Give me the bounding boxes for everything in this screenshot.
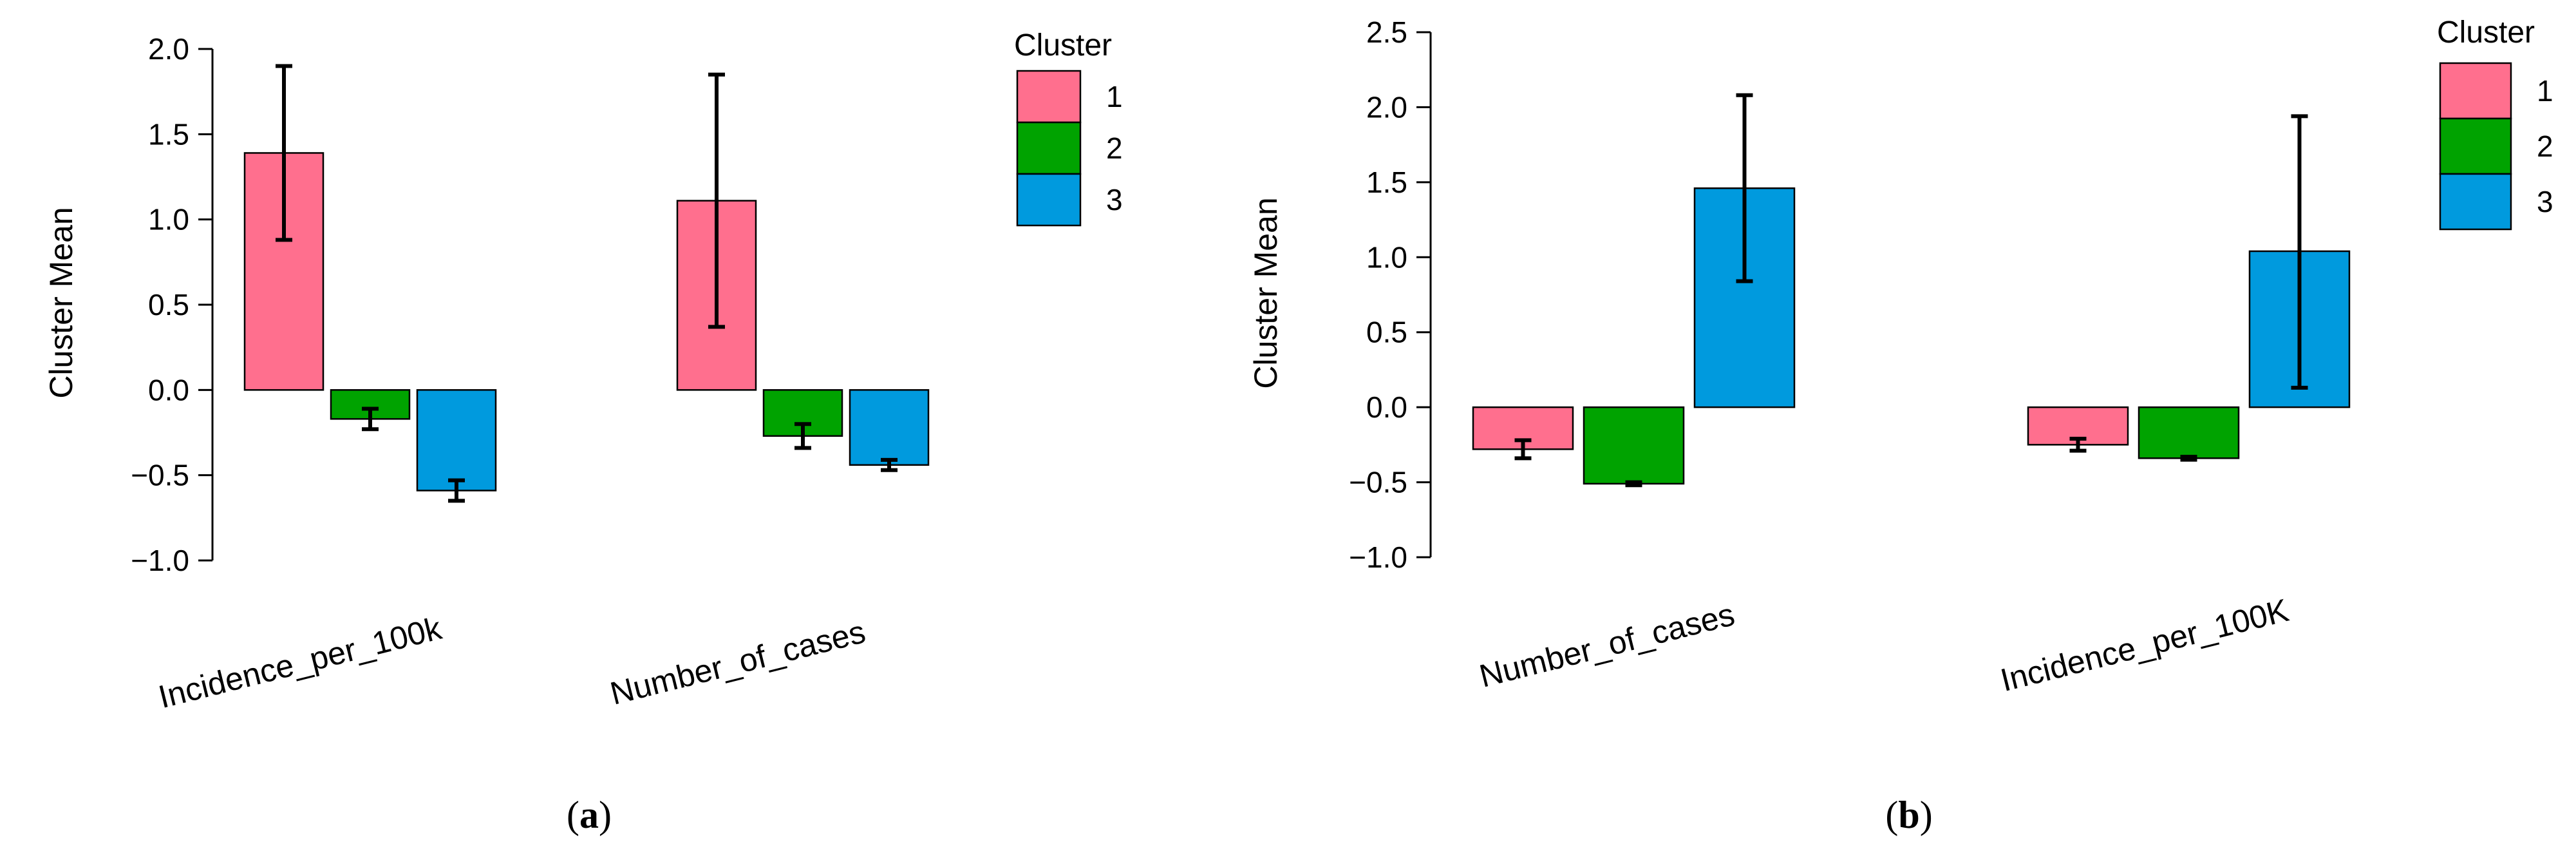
y-axis-title: Cluster Mean	[43, 207, 79, 398]
panel-caption: (a)	[567, 794, 612, 836]
y-tick-label: 1.0	[148, 203, 189, 236]
y-tick-label: 1.0	[1366, 240, 1407, 274]
bar-cluster-2-Number_of_cases	[1583, 406, 1685, 485]
bar-cluster-2-Incidence_per_100K	[2138, 406, 2240, 459]
y-tick-label: −0.5	[131, 459, 189, 492]
legend-swatch-cluster-2	[1016, 121, 1082, 175]
chart-panel-b: −1.0 −0.5 0.0 0.5 1.0 1.5 2.0 2.5 Cluster Mean Nu…	[1248, 15, 2553, 836]
legend-swatch-cluster-3	[1016, 173, 1082, 227]
caption-letter: b	[1898, 794, 1919, 836]
legend-label-cluster-3: 3	[2537, 185, 2553, 218]
legend-title: Cluster	[2437, 15, 2535, 50]
bar-cluster-3-Incidence_per_100k	[416, 389, 497, 492]
y-tick-label: 0.5	[148, 288, 189, 321]
y-tick-label: 0.0	[148, 373, 189, 406]
legend-label-cluster-2: 2	[1106, 131, 1123, 165]
legend-swatch-cluster-2	[2439, 117, 2512, 175]
y-tick-label: 0.5	[1366, 316, 1407, 349]
legend-swatch-cluster-1	[1016, 70, 1082, 124]
y-tick-label: −0.5	[1349, 466, 1407, 499]
legend-title: Cluster	[1014, 28, 1112, 62]
y-tick-label: −1.0	[1349, 540, 1407, 574]
y-tick-label: 1.5	[1366, 166, 1407, 199]
x-category-label: Incidence_per_100k	[155, 610, 446, 716]
legend-label-cluster-1: 1	[1106, 80, 1123, 113]
legend-label-cluster-3: 3	[1106, 183, 1123, 216]
y-tick-label: 2.5	[1366, 15, 1407, 49]
y-tick-label: −1.0	[131, 544, 189, 577]
legend-label-cluster-2: 2	[2537, 129, 2553, 163]
caption-close-paren: )	[1920, 794, 1933, 836]
y-axis-title: Cluster Mean	[1248, 197, 1284, 388]
caption-open-paren: (	[567, 794, 579, 836]
x-category-label: Number_of_cases	[1476, 596, 1738, 694]
chart-panel-a: −1.0 −0.5 0.0 0.5 1.0 1.5 2.0 Cluster Mean Incid…	[43, 28, 1123, 836]
x-category-label: Number_of_cases	[606, 613, 869, 712]
y-tick-label: 2.0	[1366, 90, 1407, 124]
legend-label-cluster-1: 1	[2537, 74, 2553, 108]
caption-close-paren: )	[599, 794, 612, 836]
y-tick-label: 2.0	[148, 32, 189, 66]
panel-caption: (b)	[1885, 794, 1932, 836]
x-category-label: Incidence_per_100K	[1997, 592, 2293, 698]
legend-swatch-cluster-1	[2439, 62, 2512, 120]
legend-swatch-cluster-3	[2439, 173, 2512, 231]
caption-letter: a	[579, 794, 599, 836]
bar-cluster-3-Number_of_cases	[849, 389, 930, 466]
y-tick-label: 1.5	[148, 117, 189, 151]
caption-open-paren: (	[1885, 794, 1898, 836]
y-tick-label: 0.0	[1366, 390, 1407, 424]
